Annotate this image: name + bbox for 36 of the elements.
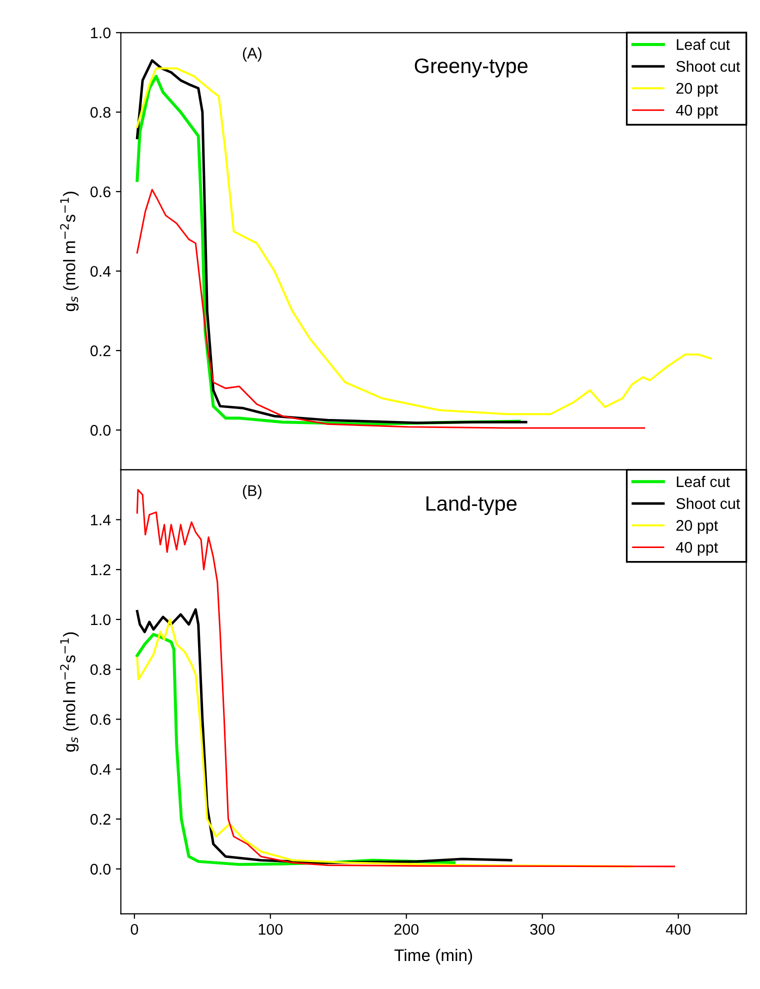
y-tick-label: 0.4 — [90, 266, 111, 277]
y-tick-label: 1.4 — [91, 514, 111, 526]
legend-label: Shoot cut — [676, 498, 740, 509]
y-axis-title: g$_{s}$ (mol m$^{−2}$s$^{−1}$) — [60, 192, 79, 312]
y-tick-label: 1.0 — [91, 28, 111, 38]
legend-label: Leaf cut — [676, 476, 730, 488]
x-tick-label: 200 — [394, 924, 419, 935]
y-tick-label: 0.6 — [90, 714, 110, 725]
x-tick-label: 0 — [130, 924, 138, 935]
line-series — [136, 618, 634, 868]
y-tick-label: 0.2 — [90, 345, 110, 356]
y-tick-label: 0.6 — [90, 186, 110, 198]
legend-label: Shoot cut — [676, 60, 740, 72]
y-tick-label: 0.0 — [90, 424, 111, 436]
x-tick-label: 300 — [530, 924, 555, 935]
annotation: Greeny-type — [414, 58, 528, 78]
legend-label: 40 ppt — [676, 542, 718, 556]
y-tick-label: 0.8 — [90, 664, 110, 676]
y-tick-label: 0.4 — [90, 764, 111, 775]
annotation: Land-type — [426, 496, 517, 516]
x-tick-label: 400 — [666, 924, 690, 935]
annotation: (A) — [242, 47, 262, 62]
x-tick-label: 100 — [258, 924, 283, 935]
legend-label: 20 ppt — [676, 82, 718, 97]
legend-label: 40 ppt — [676, 104, 718, 119]
legend-label: Leaf cut — [676, 38, 730, 50]
y-tick-label: 0.2 — [90, 814, 110, 825]
y-tick-label: 1.2 — [91, 564, 110, 576]
y-tick-label: 0.8 — [90, 106, 110, 118]
y-tick-label: 1.0 — [91, 614, 111, 626]
x-axis-title: Time (min) — [394, 948, 472, 964]
annotation: (B) — [242, 484, 262, 500]
y-axis-title: g$_{s}$ (mol m$^{−2}$s$^{−1}$) — [60, 632, 79, 752]
y-tick-label: 0.0 — [90, 864, 111, 875]
line-series — [136, 188, 646, 429]
legend-label: 20 ppt — [676, 520, 718, 534]
